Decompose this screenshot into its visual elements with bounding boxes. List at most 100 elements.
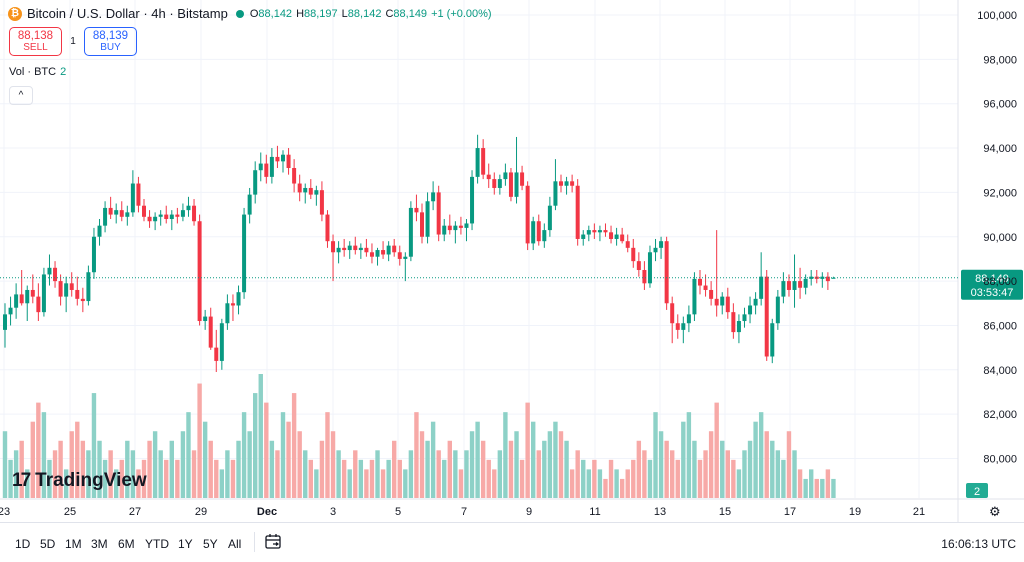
candle[interactable]: [597, 225, 602, 242]
candle[interactable]: [336, 241, 341, 264]
candle[interactable]: [53, 261, 58, 288]
candle[interactable]: [553, 159, 558, 211]
candle[interactable]: [436, 185, 441, 242]
candle[interactable]: [614, 227, 619, 246]
utc-clock[interactable]: 16:06:13 UTC: [941, 537, 1016, 551]
candle[interactable]: [208, 307, 213, 350]
candle[interactable]: [753, 292, 758, 315]
candle[interactable]: [297, 174, 302, 202]
candle[interactable]: [620, 227, 625, 244]
candle[interactable]: [125, 205, 130, 226]
candle[interactable]: [775, 289, 780, 330]
candle[interactable]: [431, 181, 436, 211]
candle[interactable]: [264, 154, 269, 184]
candle[interactable]: [58, 274, 63, 306]
range-ytd-button[interactable]: YTD: [145, 537, 169, 551]
candle[interactable]: [3, 303, 7, 348]
candle[interactable]: [820, 272, 825, 288]
range-3m-button[interactable]: 3M: [91, 537, 108, 551]
candle[interactable]: [369, 243, 374, 264]
candle[interactable]: [353, 236, 358, 255]
candle[interactable]: [508, 168, 513, 202]
candle[interactable]: [75, 276, 80, 306]
candle[interactable]: [397, 245, 402, 266]
candle[interactable]: [292, 159, 297, 193]
candle[interactable]: [559, 174, 563, 193]
candle[interactable]: [464, 219, 469, 242]
candle[interactable]: [609, 225, 614, 244]
candle[interactable]: [25, 285, 30, 322]
candle[interactable]: [475, 134, 480, 184]
candle[interactable]: [592, 223, 597, 239]
candle[interactable]: [41, 267, 46, 317]
candle[interactable]: [203, 309, 208, 330]
sell-button[interactable]: 88,138 SELL: [9, 27, 62, 56]
candle[interactable]: [675, 314, 680, 339]
candle[interactable]: [247, 187, 252, 224]
candle[interactable]: [86, 265, 91, 306]
candle[interactable]: [742, 307, 747, 328]
candle[interactable]: [36, 283, 41, 322]
candle[interactable]: [492, 172, 497, 195]
candle[interactable]: [570, 174, 575, 193]
candle[interactable]: [164, 205, 169, 224]
candle[interactable]: [736, 314, 741, 344]
candle[interactable]: [520, 165, 525, 191]
symbol-title[interactable]: Bitcoin / U.S. Dollar · 4h · Bitstamp: [27, 6, 228, 21]
candle[interactable]: [342, 238, 347, 257]
candle[interactable]: [403, 252, 408, 282]
candle[interactable]: [759, 252, 764, 306]
candle[interactable]: [253, 161, 258, 204]
candle[interactable]: [136, 176, 141, 213]
candle[interactable]: [636, 252, 641, 277]
candle[interactable]: [8, 296, 13, 326]
candle[interactable]: [286, 148, 291, 175]
candle[interactable]: [420, 203, 424, 244]
candle[interactable]: [786, 274, 791, 297]
candle[interactable]: [503, 163, 508, 186]
candle[interactable]: [230, 294, 235, 322]
candle[interactable]: [130, 170, 135, 217]
candle[interactable]: [358, 243, 363, 259]
candle[interactable]: [91, 227, 96, 279]
candle[interactable]: [30, 274, 35, 304]
candle[interactable]: [481, 139, 486, 180]
candle[interactable]: [425, 192, 430, 244]
range-1m-button[interactable]: 1M: [65, 537, 82, 551]
calendar-range-icon[interactable]: [264, 533, 282, 551]
range-6m-button[interactable]: 6M: [118, 537, 135, 551]
collapse-legend-button[interactable]: ^: [9, 86, 33, 105]
candle[interactable]: [19, 270, 24, 306]
candle[interactable]: [97, 219, 102, 246]
candle[interactable]: [764, 270, 769, 361]
candle[interactable]: [258, 152, 263, 182]
range-1y-button[interactable]: 1Y: [178, 537, 193, 551]
candle[interactable]: [670, 296, 675, 344]
candle[interactable]: [547, 196, 552, 237]
price-chart[interactable]: 88,149 03:53:47 2 80,000 82,000 84,000 86,000…: [0, 0, 1024, 522]
candle[interactable]: [142, 199, 146, 222]
candle[interactable]: [236, 285, 241, 315]
candle[interactable]: [525, 181, 530, 251]
candle[interactable]: [108, 196, 113, 220]
candle[interactable]: [147, 210, 152, 228]
candle[interactable]: [720, 292, 725, 315]
candle[interactable]: [531, 216, 536, 251]
candle[interactable]: [692, 272, 697, 322]
candle[interactable]: [386, 241, 391, 262]
candle[interactable]: [242, 207, 247, 299]
candle[interactable]: [798, 267, 803, 299]
candle[interactable]: [714, 230, 719, 317]
candle[interactable]: [303, 183, 308, 204]
candle[interactable]: [381, 241, 386, 259]
candle[interactable]: [603, 223, 608, 237]
candle[interactable]: [686, 305, 691, 333]
candle[interactable]: [497, 174, 502, 195]
candle[interactable]: [792, 254, 797, 308]
candle[interactable]: [664, 236, 669, 310]
candle[interactable]: [514, 136, 519, 204]
candle[interactable]: [486, 163, 491, 188]
candle[interactable]: [625, 234, 630, 253]
candle[interactable]: [453, 221, 458, 244]
candle[interactable]: [175, 207, 180, 224]
